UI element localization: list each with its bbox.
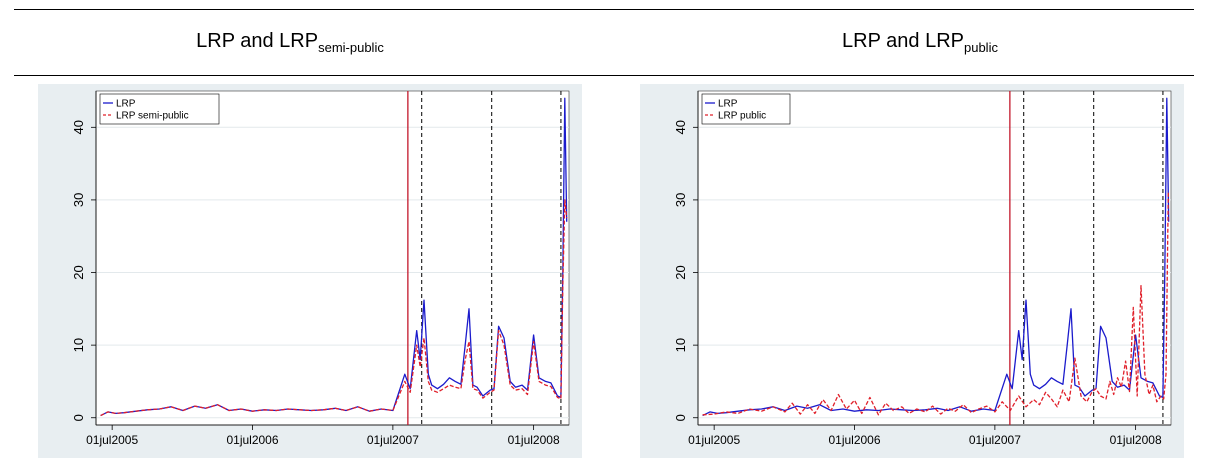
- y-tick-label: 20: [71, 265, 86, 279]
- series-line-lrp: [702, 97, 1170, 417]
- y-tick-label: 0: [673, 414, 688, 421]
- panel-title-right: LRP and LRPpublic: [690, 30, 1150, 55]
- y-tick-label: 30: [71, 193, 86, 207]
- x-tick-label: 01jul2005: [86, 433, 138, 447]
- panel-title-left: LRP and LRPsemi-public: [60, 30, 520, 55]
- legend: [701, 93, 791, 125]
- y-tick-label: 0: [71, 414, 86, 421]
- panel-title-sub: semi-public: [318, 40, 384, 55]
- x-tick-label: 01jul2007: [367, 433, 419, 447]
- legend: [99, 93, 220, 125]
- y-tick-label: 10: [673, 338, 688, 352]
- chart-public: 0 10 20 30 40 01jul2005 01jul2006 01jul2007 01ju…: [640, 84, 1184, 458]
- x-tick-label: 01jul2008: [1110, 433, 1162, 447]
- series-line-comparison: [100, 199, 568, 417]
- x-tick-label: 01jul2007: [969, 433, 1021, 447]
- x-tick-label: 01jul2008: [508, 433, 560, 447]
- x-tick-label: 01jul2006: [226, 433, 278, 447]
- legend-label: LRP public: [718, 111, 766, 122]
- legend-label: LRP: [718, 99, 738, 110]
- panel-title-sub: public: [963, 40, 998, 55]
- y-tick-label: 30: [673, 193, 688, 207]
- plot-area: [697, 90, 1172, 426]
- y-tick-label: 40: [673, 120, 688, 134]
- x-tick-label: 01jul2005: [688, 433, 740, 447]
- legend-label: LRP semi-public: [116, 111, 189, 122]
- series-line-comparison: [702, 192, 1169, 416]
- panel-title-main: LRP and LRP: [196, 30, 319, 52]
- legend-label: LRP: [116, 99, 136, 110]
- chart-semi-public: 0 10 20 30 40 01jul2005 01jul2006 01jul2007 01ju…: [38, 84, 582, 458]
- header-rule: [14, 75, 1194, 76]
- x-tick-label: 01jul2006: [828, 433, 880, 447]
- y-tick-label: 20: [673, 265, 688, 279]
- plot-area: [95, 90, 570, 426]
- y-tick-label: 10: [71, 338, 86, 352]
- y-tick-label: 40: [71, 120, 86, 134]
- panel-title-main: LRP and LRP: [842, 30, 964, 52]
- top-rule: [14, 9, 1194, 10]
